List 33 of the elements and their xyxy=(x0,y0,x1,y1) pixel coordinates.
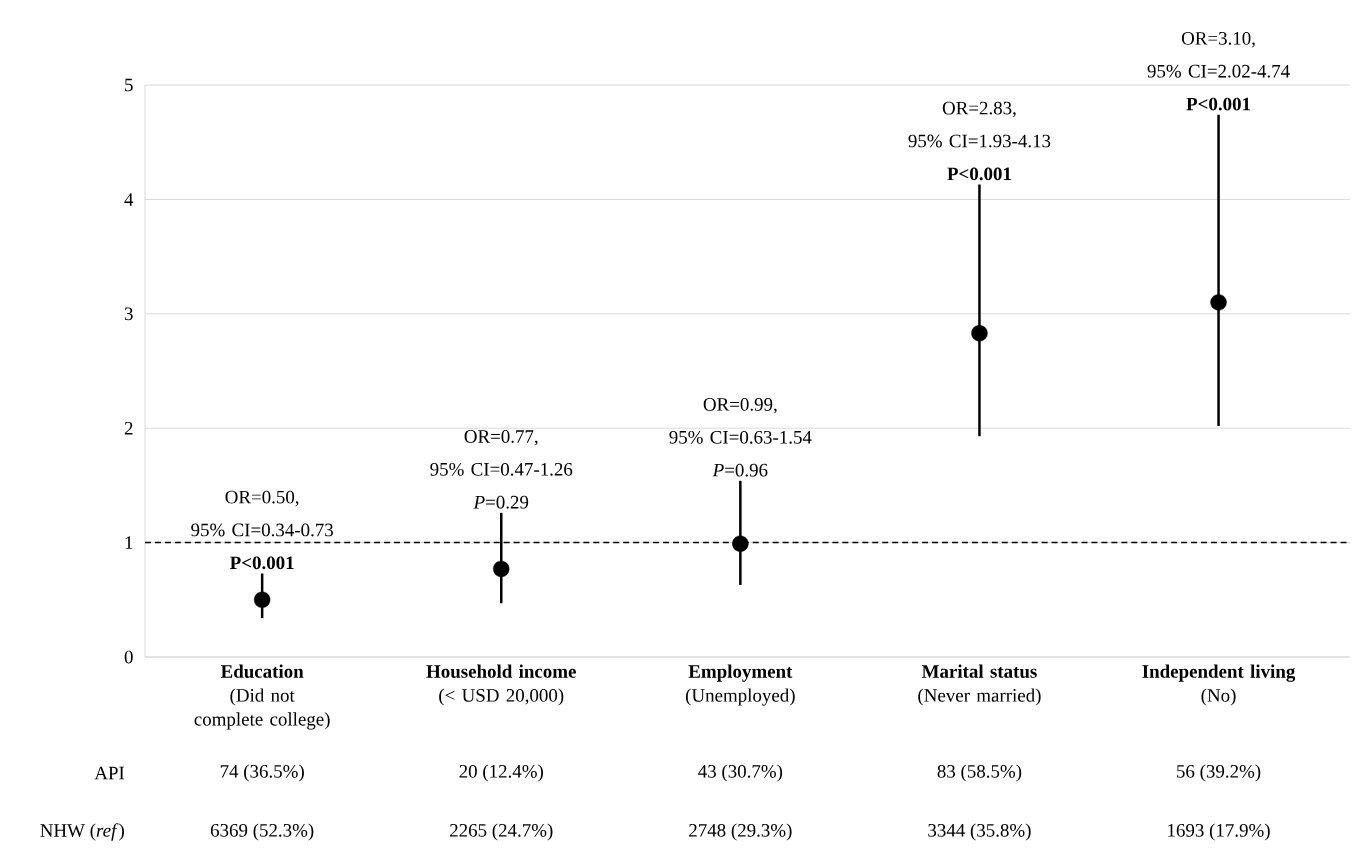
text: 83 (58.5%) xyxy=(937,764,1022,782)
text: 2265 (24.7%) xyxy=(450,823,553,841)
annotation: OR=0.77, 95% CI=0.47-1.26 P=0.29 xyxy=(430,430,573,509)
x-tick-label: Employment (Unemployed) xyxy=(685,664,795,706)
x-tick-label: Marital status (Never married) xyxy=(918,664,1041,706)
annotation: OR=0.50, 95% CI=0.34-0.73 P<0.001 xyxy=(191,490,333,570)
y-tick-label: 5 xyxy=(125,78,133,92)
text: 6369 (52.3%) xyxy=(210,823,314,841)
point xyxy=(493,560,510,578)
point xyxy=(253,591,271,608)
point xyxy=(971,325,988,342)
text: 1693 (17.9%) xyxy=(1168,823,1270,841)
text: 3344 (35.8%) xyxy=(928,823,1031,841)
y-tick-label: 3 xyxy=(124,307,133,321)
annotation: OR=3.10, 95% CI=2.02-4.74 P<0.001 xyxy=(1147,31,1290,111)
x-tick-label: Household income (< USD 20,000) xyxy=(426,664,576,706)
text: 43 (30.7%) xyxy=(698,764,783,782)
annotation: OR=2.83, 95% CI=1.93-4.13 P<0.001 xyxy=(908,101,1051,181)
text: NHW (ref) xyxy=(40,823,124,841)
y-tick-label: 2 xyxy=(124,421,133,435)
x-tick-label: Independent living (No) xyxy=(1142,664,1296,706)
text: API xyxy=(94,766,125,780)
annotation: OR=0.99, 95% CI=0.63-1.54 P=0.96 xyxy=(669,398,812,477)
point xyxy=(732,535,749,552)
text: 56 (39.2%) xyxy=(1177,764,1261,782)
x-tick-label: Education (Did not complete college) xyxy=(194,664,330,730)
y-tick-label: 4 xyxy=(124,193,134,206)
text: 74 (36.5%) xyxy=(220,764,304,782)
y-tick-label: 0 xyxy=(124,650,133,664)
text: 20 (12.4%) xyxy=(459,764,543,782)
y-tick-label: 1 xyxy=(125,536,133,549)
point xyxy=(1210,294,1227,311)
text: 2748 (29.3%) xyxy=(689,823,792,841)
